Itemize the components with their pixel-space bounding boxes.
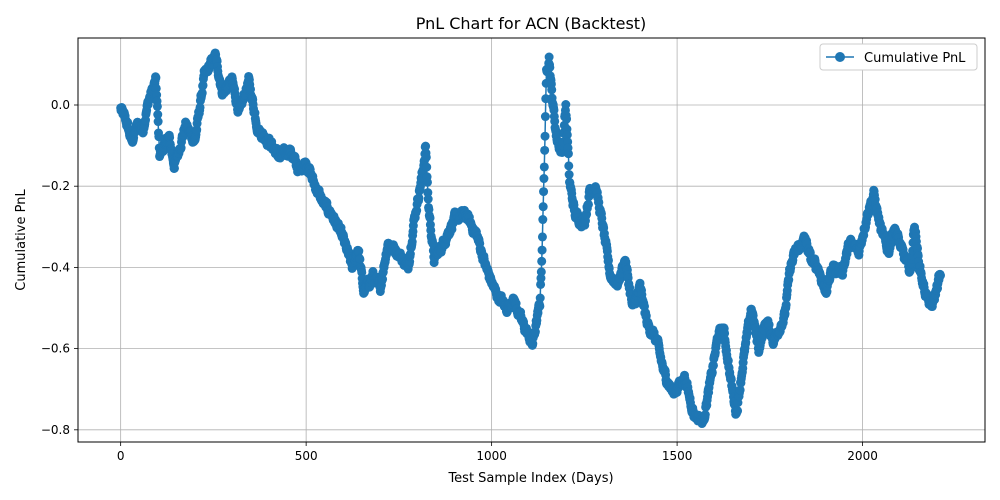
x-tick-label: 1000	[476, 449, 507, 463]
legend-marker-swatch	[835, 52, 845, 62]
data-point	[544, 52, 554, 62]
data-point	[539, 174, 549, 184]
data-point	[539, 162, 549, 172]
data-point	[151, 83, 161, 93]
data-point	[197, 88, 207, 98]
chart-title: PnL Chart for ACN (Backtest)	[416, 14, 647, 33]
data-point	[153, 110, 163, 120]
x-tick-label: 0	[117, 449, 125, 463]
data-point	[708, 360, 718, 370]
y-axis-ticks: 0.0 −0.2 −0.4 −0.6 −0.8	[41, 98, 78, 437]
data-point	[720, 328, 730, 338]
data-point	[583, 199, 593, 209]
y-tick-label: −0.6	[41, 342, 70, 356]
data-point	[355, 254, 365, 264]
data-point	[547, 85, 557, 95]
data-point	[422, 162, 432, 172]
data-point	[535, 301, 545, 311]
x-axis-label: Test Sample Index (Days)	[447, 471, 613, 486]
data-point	[425, 213, 435, 223]
y-tick-label: −0.4	[41, 260, 70, 274]
data-point	[726, 374, 736, 384]
x-axis-ticks: 0 500 1000 1500 2000	[117, 442, 878, 463]
data-point	[540, 112, 550, 122]
data-point	[538, 215, 548, 225]
legend: Cumulative PnL	[819, 43, 978, 71]
data-point	[536, 267, 546, 277]
data-point	[151, 73, 161, 83]
data-point	[550, 116, 560, 126]
data-point	[538, 202, 548, 212]
series-cumulative-pnl	[116, 48, 945, 429]
data-point	[564, 161, 574, 171]
y-tick-label: 0.0	[51, 98, 70, 112]
data-point	[603, 255, 613, 265]
data-point	[561, 100, 571, 109]
data-point	[537, 245, 547, 255]
legend-entry-cumulative-pnl: Cumulative PnL	[864, 51, 966, 66]
data-point	[545, 62, 555, 72]
data-point	[535, 293, 545, 303]
data-point	[414, 193, 424, 203]
x-tick-label: 500	[295, 449, 318, 463]
data-point	[152, 101, 162, 111]
plot-frame	[77, 37, 986, 443]
data-point	[422, 177, 432, 187]
data-point	[735, 385, 745, 395]
y-tick-label: −0.2	[41, 179, 70, 193]
y-tick-label: −0.8	[41, 423, 70, 437]
data-point	[195, 102, 205, 112]
data-point	[423, 194, 433, 204]
data-point	[700, 410, 710, 420]
data-point	[564, 170, 574, 180]
x-tick-label: 2000	[847, 449, 878, 463]
data-point	[378, 274, 388, 284]
y-axis-label: Cumulative PnL	[14, 189, 29, 291]
data-point	[540, 131, 550, 141]
data-point	[562, 114, 572, 124]
data-point	[563, 149, 573, 159]
data-point	[421, 152, 431, 162]
data-point	[935, 271, 945, 281]
data-point	[539, 187, 549, 197]
data-point	[421, 141, 431, 151]
legend-box	[819, 43, 978, 71]
data-point	[540, 145, 550, 155]
data-point	[562, 130, 572, 140]
data-point	[537, 232, 547, 242]
data-point	[781, 300, 791, 310]
data-point	[153, 117, 163, 127]
x-tick-label: 1500	[662, 449, 693, 463]
data-point	[407, 237, 417, 247]
data-point	[354, 246, 364, 256]
data-point	[733, 406, 743, 416]
data-point	[537, 256, 547, 266]
data-point	[423, 188, 433, 198]
grid-lines	[78, 38, 985, 442]
